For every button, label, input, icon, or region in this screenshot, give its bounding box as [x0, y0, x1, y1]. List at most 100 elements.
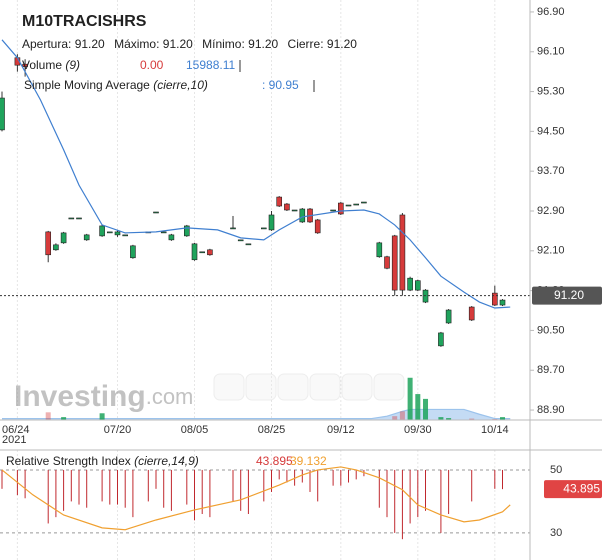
x-tick-label: 06/24 [2, 424, 30, 436]
volume-bar [423, 398, 429, 420]
x-tick-label: 08/05 [181, 424, 209, 436]
plot-marks [0, 0, 530, 560]
candle-body [122, 234, 129, 237]
legend-params: (cierre,14,9) [134, 454, 199, 468]
legend-name: Volume [22, 58, 62, 72]
volume-bar [446, 418, 452, 420]
legend-params: (cierre,10) [153, 78, 208, 92]
tool-button[interactable] [341, 373, 373, 401]
candle-body [415, 280, 421, 291]
candle-body [237, 239, 244, 242]
candle-body [391, 235, 398, 291]
x-tick-label: 09/12 [327, 424, 355, 436]
candle-body [468, 306, 475, 321]
candle-body [299, 208, 306, 223]
candle-body [314, 219, 321, 234]
volume-bar [61, 417, 67, 420]
candle-body [99, 225, 105, 237]
y-tick-label: 96.10 [537, 46, 565, 58]
candle-body [199, 251, 206, 254]
y-tick-label: 30 [550, 527, 562, 539]
candle-body [376, 242, 383, 258]
candle-body [384, 256, 390, 269]
candle-body [130, 245, 136, 259]
volume-bar [469, 418, 475, 420]
toolbar [213, 373, 405, 401]
candle-body [0, 97, 5, 131]
rsi-value-box [544, 480, 602, 499]
candle-body [45, 231, 52, 256]
watermark-part: Investing [14, 380, 146, 413]
candle-body [361, 201, 367, 204]
y-tick-label: 94.50 [537, 125, 565, 137]
tool-button[interactable] [309, 373, 341, 401]
candle-body [276, 196, 283, 207]
candle-body [22, 63, 28, 67]
rsi-legend: Relative Strength Index (cierre,14,9) [6, 454, 199, 468]
quote-label: Máximo: [114, 37, 159, 51]
candle-body [345, 204, 352, 207]
volume-bar [415, 394, 421, 420]
sma-line [1, 39, 511, 309]
x-tick-label: 08/25 [258, 424, 286, 436]
candle-body [284, 203, 290, 211]
watermark: Investing.com [14, 380, 193, 413]
quote-label: Mínimo: [202, 37, 245, 51]
y-tick-label: 89.70 [537, 364, 565, 376]
volume-legend: Volume (9) [22, 58, 80, 72]
candle-body [153, 211, 159, 214]
last-price-box [532, 286, 602, 305]
legend-params: (9) [65, 58, 80, 72]
candle-body [60, 232, 67, 244]
y-tick-label: 90.50 [537, 324, 565, 336]
candle-body [245, 243, 252, 246]
candle-body [291, 209, 298, 212]
x-tick-label: 07/20 [104, 424, 132, 436]
x-year-label: 2021 [2, 434, 26, 446]
legend-name: Relative Strength Index [6, 454, 131, 468]
volume-bar [438, 417, 444, 420]
legend-value: 39.132 [290, 454, 327, 468]
candle-body [230, 227, 236, 230]
y-tick-label: 88.90 [537, 404, 565, 416]
candle-body [399, 214, 406, 291]
watermark-part: .com [146, 384, 194, 409]
legend-value: : 90.95 [262, 78, 299, 92]
y-tick-label: 92.90 [537, 205, 565, 217]
volume-average-area [2, 409, 511, 420]
quote-value: 91.20 [327, 37, 357, 51]
tool-button[interactable] [373, 373, 405, 401]
tool-button[interactable] [245, 373, 277, 401]
quote-value: 91.20 [248, 37, 278, 51]
rsi-signal-line [1, 466, 511, 531]
candle-body [53, 244, 59, 251]
candle-body [445, 309, 452, 324]
quote-value: 91.20 [75, 37, 105, 51]
candle-body [338, 202, 344, 215]
tool-button[interactable] [277, 373, 309, 401]
candle-body [191, 243, 198, 261]
candle-body [353, 203, 360, 206]
y-tick-label: 96.90 [537, 6, 565, 18]
volume-bar [500, 417, 506, 420]
x-tick-label: 09/30 [404, 424, 432, 436]
legend-value: 15988.11 [186, 58, 235, 72]
quote-line: Apertura: 91.20 Máximo: 91.20 Mínimo: 91… [22, 37, 357, 51]
legend-value: 0.00 [140, 58, 164, 72]
candle-body [107, 231, 113, 234]
chart-title: M10TRACISHRS [22, 13, 147, 30]
tool-button[interactable] [213, 373, 245, 401]
legend-name: Simple Moving Average [24, 78, 150, 92]
quote-label: Cierre: [288, 37, 324, 51]
quote-label: Apertura: [22, 37, 71, 51]
y-tick-label: 92.10 [537, 245, 565, 257]
y-tick-label: 50 [550, 464, 562, 476]
legend-value: 43.895 [256, 454, 293, 468]
candle-body [407, 277, 413, 291]
last-price-label: 91.20 [554, 288, 584, 302]
y-tick-label: 93.70 [537, 165, 565, 177]
volume-bar [45, 412, 51, 420]
candle-body [207, 249, 213, 256]
